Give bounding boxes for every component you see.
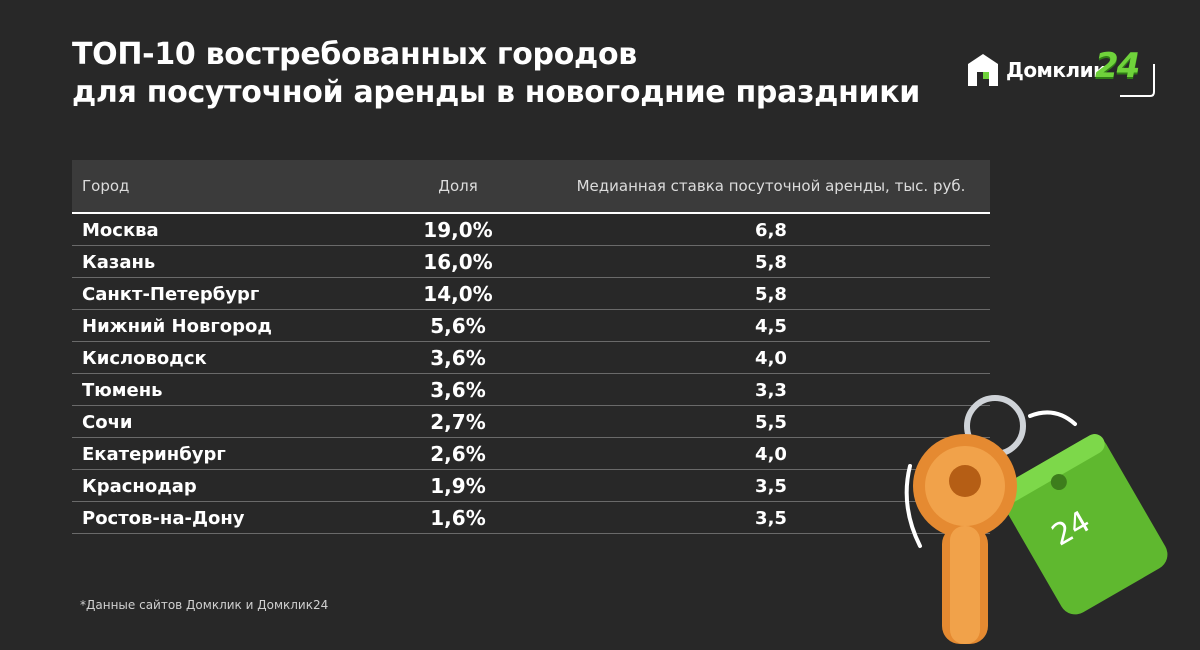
- cell-share: 3,6%: [430, 346, 486, 370]
- cell-share: 2,7%: [430, 410, 486, 434]
- table-row: Сочи 2,7% 5,5: [72, 406, 990, 438]
- cell-share: 19,0%: [423, 218, 493, 242]
- data-table: Город Доля Медианная ставка посуточной а…: [72, 160, 990, 534]
- cell-share: 5,6%: [430, 314, 486, 338]
- cell-rate: 3,5: [755, 508, 787, 529]
- logo-bracket: [1120, 64, 1155, 97]
- cell-city: Сочи: [82, 412, 133, 433]
- logo-text: Домклик: [1006, 58, 1107, 82]
- title-line-2: для посуточной аренды в новогодние празд…: [72, 75, 921, 110]
- cell-rate: 6,8: [755, 220, 787, 241]
- key-with-tag-icon: 24: [904, 395, 1168, 644]
- table-row: Москва 19,0% 6,8: [72, 214, 990, 246]
- cell-share: 16,0%: [423, 250, 493, 274]
- table-row: Казань 16,0% 5,8: [72, 246, 990, 278]
- cell-city: Кисловодск: [82, 348, 207, 369]
- cell-rate: 5,8: [755, 284, 787, 305]
- cell-city: Тюмень: [82, 380, 163, 401]
- table-row: Краснодар 1,9% 3,5: [72, 470, 990, 502]
- table-row: Тюмень 3,6% 3,3: [72, 374, 990, 406]
- cell-share: 1,6%: [430, 506, 486, 530]
- table-header: Город Доля Медианная ставка посуточной а…: [72, 160, 990, 214]
- cell-share: 2,6%: [430, 442, 486, 466]
- table-row: Екатеринбург 2,6% 4,0: [72, 438, 990, 470]
- table-row: Ростов-на-Дону 1,6% 3,5: [72, 502, 990, 534]
- domclick-logo: Домклик 24: [966, 46, 1166, 100]
- cell-rate: 5,5: [755, 412, 787, 433]
- cell-city: Краснодар: [82, 476, 197, 497]
- house-icon: [968, 54, 998, 86]
- cell-city: Нижний Новгород: [82, 316, 272, 337]
- cell-city: Москва: [82, 220, 159, 241]
- cell-city: Казань: [82, 252, 156, 273]
- cell-share: 14,0%: [423, 282, 493, 306]
- footnote: *Данные сайтов Домклик и Домклик24: [80, 598, 329, 612]
- cell-rate: 5,8: [755, 252, 787, 273]
- table-row: Санкт-Петербург 14,0% 5,8: [72, 278, 990, 310]
- cell-share: 3,6%: [430, 378, 486, 402]
- cell-rate: 3,5: [755, 476, 787, 497]
- cell-share: 1,9%: [430, 474, 486, 498]
- cell-rate: 4,0: [755, 444, 787, 465]
- table-row: Кисловодск 3,6% 4,0: [72, 342, 990, 374]
- header-share: Доля: [438, 177, 478, 195]
- logo-24: 24: [1095, 46, 1140, 86]
- page-title: ТОП-10 востребованных городов для посуто…: [72, 36, 920, 112]
- cell-rate: 3,3: [755, 380, 787, 401]
- header-city: Город: [82, 177, 130, 195]
- header-rate: Медианная ставка посуточной аренды, тыс.…: [576, 177, 966, 195]
- table-row: Нижний Новгород 5,6% 4,5: [72, 310, 990, 342]
- table-body: Москва 19,0% 6,8 Казань 16,0% 5,8 Санкт-Петерб…: [72, 214, 990, 534]
- cell-city: Ростов-на-Дону: [82, 508, 245, 529]
- cell-rate: 4,5: [755, 316, 787, 337]
- cell-rate: 4,0: [755, 348, 787, 369]
- title-line-1: ТОП-10 востребованных городов: [72, 37, 637, 72]
- cell-city: Санкт-Петербург: [82, 284, 260, 305]
- cell-city: Екатеринбург: [82, 444, 226, 465]
